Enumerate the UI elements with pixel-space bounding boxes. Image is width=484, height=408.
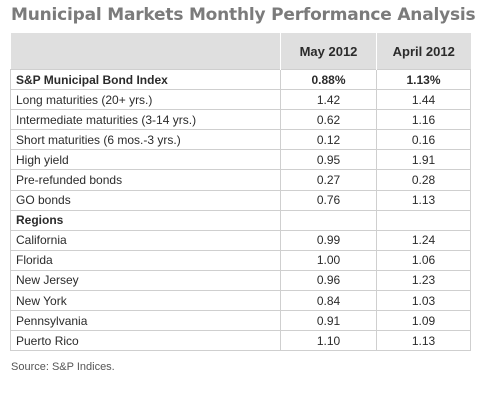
value-april-2012: 1.13% [376, 68, 471, 90]
value-april-2012 [376, 209, 471, 231]
value-may-2012: 0.99 [280, 229, 377, 251]
table-row: California 0.99 1.24 [10, 229, 471, 251]
value-may-2012 [280, 209, 377, 231]
table-row: Intermediate maturities (3-14 yrs.) 0.62 1… [10, 109, 471, 130]
row-label: Florida [10, 249, 281, 271]
row-label: Puerto Rico [10, 330, 281, 352]
header-label-column [10, 33, 281, 70]
table-row: Long maturities (20+ yrs.) 1.42 1.44 [10, 89, 471, 110]
value-may-2012: 1.42 [280, 89, 377, 110]
table-body: S&P Municipal Bond Index 0.88% 1.13% Long m… [10, 68, 471, 352]
performance-table-container: May 2012 April 2012 S&P Municipal Bond I… [10, 33, 471, 352]
value-april-2012: 0.16 [376, 129, 471, 150]
value-may-2012: 0.12 [280, 129, 377, 150]
value-may-2012: 0.88% [280, 68, 377, 90]
value-may-2012: 0.95 [280, 149, 377, 170]
row-label: Regions [10, 209, 281, 231]
row-label: GO bonds [10, 189, 281, 211]
value-may-2012: 1.10 [280, 330, 377, 352]
value-april-2012: 1.44 [376, 89, 471, 110]
row-label: S&P Municipal Bond Index [10, 68, 281, 90]
table-row: New York 0.84 1.03 [10, 290, 471, 311]
table-row: Puerto Rico 1.10 1.13 [10, 330, 471, 352]
value-april-2012: 1.23 [376, 269, 471, 291]
row-label: Pre-refunded bonds [10, 169, 281, 191]
value-april-2012: 0.28 [376, 169, 471, 191]
value-april-2012: 1.13 [376, 330, 471, 352]
value-april-2012: 1.06 [376, 249, 471, 271]
row-label: New York [10, 290, 281, 311]
value-may-2012: 0.91 [280, 310, 377, 331]
value-april-2012: 1.09 [376, 310, 471, 331]
row-label: Intermediate maturities (3-14 yrs.) [10, 109, 281, 130]
source-note: Source: S&P Indices. [11, 361, 115, 373]
table-row: S&P Municipal Bond Index 0.88% 1.13% [10, 68, 471, 90]
performance-table: May 2012 April 2012 S&P Municipal Bond I… [10, 33, 471, 352]
value-april-2012: 1.13 [376, 189, 471, 211]
value-april-2012: 1.03 [376, 290, 471, 311]
header-april-2012: April 2012 [376, 33, 471, 70]
value-may-2012: 0.76 [280, 189, 377, 211]
table-row: Short maturities (6 mos.-3 yrs.) 0.12 0.16 [10, 129, 471, 150]
row-label: High yield [10, 149, 281, 170]
value-may-2012: 0.96 [280, 269, 377, 291]
table-row: Regions [10, 209, 471, 231]
value-april-2012: 1.24 [376, 229, 471, 251]
header-may-2012: May 2012 [280, 33, 377, 70]
value-april-2012: 1.16 [376, 109, 471, 130]
table-row: Pre-refunded bonds 0.27 0.28 [10, 169, 471, 191]
page-title: Municipal Markets Monthly Performance An… [11, 5, 476, 25]
row-label: Long maturities (20+ yrs.) [10, 89, 281, 110]
table-row: New Jersey 0.96 1.23 [10, 269, 471, 291]
row-label: Short maturities (6 mos.-3 yrs.) [10, 129, 281, 150]
row-label: New Jersey [10, 269, 281, 291]
table-row: Florida 1.00 1.06 [10, 249, 471, 271]
value-may-2012: 1.00 [280, 249, 377, 271]
value-may-2012: 0.27 [280, 169, 377, 191]
table-row: GO bonds 0.76 1.13 [10, 189, 471, 211]
value-may-2012: 0.62 [280, 109, 377, 130]
value-may-2012: 0.84 [280, 290, 377, 311]
table-row: Pennsylvania 0.91 1.09 [10, 310, 471, 331]
table-row: High yield 0.95 1.91 [10, 149, 471, 170]
row-label: Pennsylvania [10, 310, 281, 331]
value-april-2012: 1.91 [376, 149, 471, 170]
table-header-row: May 2012 April 2012 [10, 33, 471, 70]
row-label: California [10, 229, 281, 251]
